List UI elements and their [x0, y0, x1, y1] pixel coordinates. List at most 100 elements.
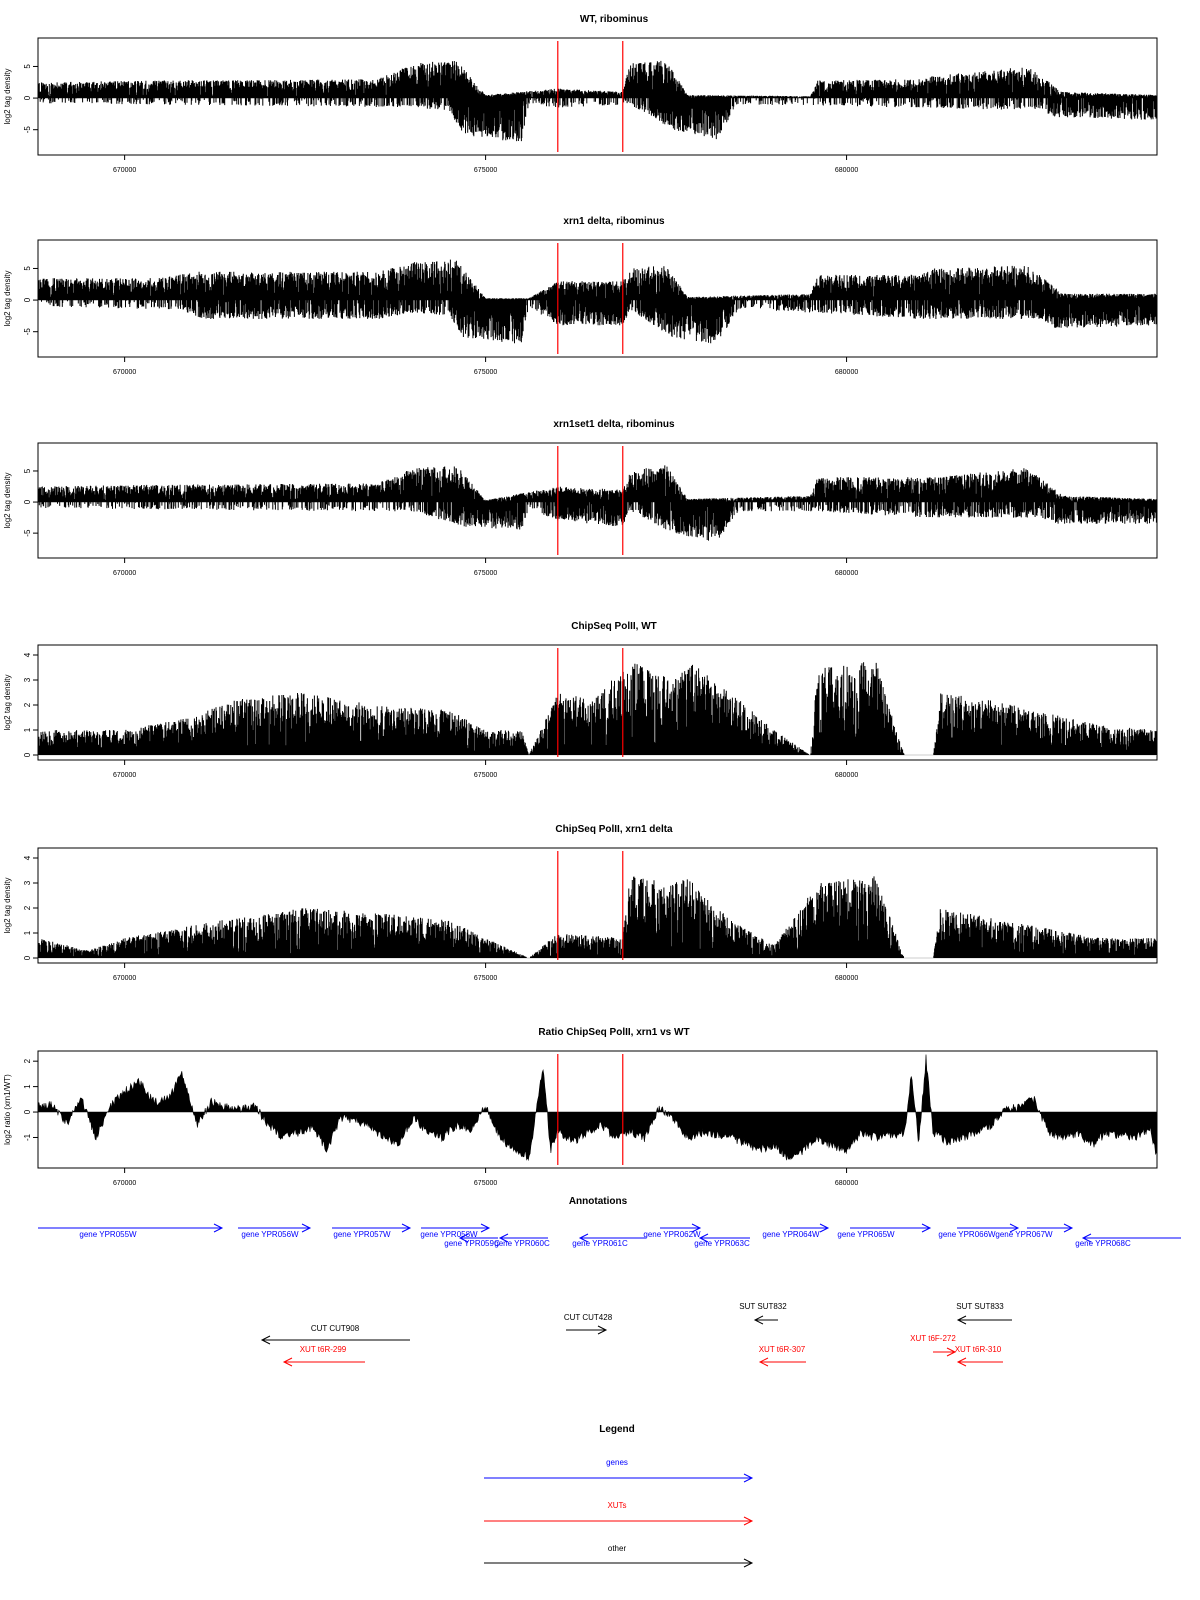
annot-cut428: CUT CUT428: [564, 1313, 613, 1322]
chart-panel-4: ChipSeq PolII, WT log2 tag density 0 1 2 3 4 67…: [3, 621, 1158, 779]
y-tick-label: 2: [23, 1058, 32, 1063]
annotation-arrow: [1027, 1223, 1074, 1233]
annotation-arrow: [850, 1223, 932, 1233]
annotation-arrow: [498, 1233, 548, 1243]
y-tick-label: 1: [23, 1084, 32, 1089]
annotation-arrow: [957, 1223, 1020, 1233]
y-tick-label: -5: [23, 328, 32, 336]
y-tick-label: -5: [23, 529, 32, 537]
panel-title: xrn1set1 delta, ribominus: [553, 419, 675, 430]
y-tick-label: 3: [23, 677, 32, 682]
annot-cut908: CUT CUT908: [311, 1324, 360, 1333]
density-bars: [37, 876, 1158, 959]
annot-sut832: SUT SUT832: [739, 1302, 787, 1311]
y-axis-label: log2 tag density: [3, 472, 12, 528]
annotation-arrow: [566, 1325, 608, 1335]
x-tick-label: 670000: [113, 167, 136, 174]
annot-gene-ypr068c: gene YPR068C: [1075, 1239, 1131, 1248]
bar-marks: [37, 876, 1158, 958]
panel-title: ChipSeq PolII, WT: [571, 621, 657, 632]
legend-arrow: [484, 1516, 754, 1526]
y-tick-label: 5: [23, 64, 32, 69]
annot-gene-ypr063c: gene YPR063C: [694, 1239, 750, 1248]
annotations-section: Annotations gene YPR055W gene YPR056W ge…: [38, 1196, 1181, 1367]
legend-arrow: [484, 1558, 754, 1568]
plot-frame: [37, 1050, 1158, 1169]
annotation-arrow: [660, 1223, 702, 1233]
annot-gene-ypr055w: gene YPR055W: [79, 1230, 137, 1239]
ratio-area: [37, 1054, 1158, 1162]
annot-xut-t6r-307: XUT t6R-307: [759, 1345, 806, 1354]
x-tick-label: 680000: [835, 975, 858, 982]
x-tick-label: 680000: [835, 167, 858, 174]
y-tick-label: 5: [23, 468, 32, 473]
annotation-arrow: [956, 1357, 1003, 1367]
annotation-arrow: [421, 1223, 491, 1233]
legend-title: Legend: [599, 1424, 635, 1435]
y-tick-label: 2: [23, 702, 32, 707]
annot-gene-ypr064w: gene YPR064W: [762, 1230, 820, 1239]
annotation-arrow: [758, 1357, 806, 1367]
x-tick-label: 675000: [474, 772, 497, 779]
annot-gene-ypr061c: gene YPR061C: [572, 1239, 628, 1248]
bar-marks: [37, 465, 1158, 541]
x-tick-label: 675000: [474, 570, 497, 577]
annot-gene-ypr067w: gene YPR067W: [995, 1230, 1053, 1239]
legend: Legend genes XUTs other: [484, 1424, 754, 1568]
x-tick-label: 675000: [474, 369, 497, 376]
y-tick-label: 0: [23, 499, 32, 504]
y-tick-label: 4: [23, 652, 32, 657]
x-tick-label: 680000: [835, 369, 858, 376]
annotation-arrow: [238, 1223, 312, 1233]
y-tick-label: 2: [23, 905, 32, 910]
y-tick-label: -5: [23, 126, 32, 134]
annot-gene-ypr059c: gene YPR059C: [444, 1239, 500, 1248]
x-tick-label: 675000: [474, 167, 497, 174]
y-tick-label: 0: [23, 1109, 32, 1114]
y-tick-label: 5: [23, 266, 32, 271]
chart-panel-5: ChipSeq PolII, xrn1 delta log2 tag densit…: [3, 824, 1158, 982]
annotation-arrow: [753, 1315, 778, 1325]
annotations-title: Annotations: [569, 1196, 628, 1207]
legend-arrow: [484, 1473, 754, 1483]
annotation-arrow: [956, 1315, 1012, 1325]
legend-other-label: other: [608, 1544, 627, 1553]
annotation-arrow: [332, 1223, 412, 1233]
x-tick-label: 670000: [113, 772, 136, 779]
x-tick-label: 680000: [835, 570, 858, 577]
chart-panel-2: xrn1 delta, ribominus log2 tag density 5 0 -…: [3, 216, 1158, 376]
y-tick-label: 0: [23, 752, 32, 757]
panel-title: WT, ribominus: [580, 14, 649, 25]
y-tick-label: 4: [23, 855, 32, 860]
annot-sut833: SUT SUT833: [956, 1302, 1004, 1311]
y-axis-label: log2 tag density: [3, 270, 12, 326]
y-axis-label: log2 tag density: [3, 674, 12, 730]
annotation-arrow: [790, 1223, 830, 1233]
annotation-arrows: [38, 1223, 1181, 1367]
annotation-arrow: [698, 1233, 750, 1243]
x-tick-label: 675000: [474, 1180, 497, 1187]
legend-arrows: [484, 1473, 754, 1568]
density-bars: [37, 662, 1158, 756]
x-tick-label: 680000: [835, 1180, 858, 1187]
y-axis-label: log2 tag density: [3, 877, 12, 933]
panel-title: xrn1 delta, ribominus: [563, 216, 665, 227]
y-axis-label: log2 ratio (xrn1/WT): [3, 1074, 12, 1145]
annotation-arrow: [260, 1335, 410, 1345]
density-bars: [37, 259, 1158, 344]
y-tick-label: 3: [23, 880, 32, 885]
chart-panels: WT, ribominus log2 tag density 5 0 -5 670000 6…: [3, 14, 1158, 1187]
y-tick-label: 0: [23, 297, 32, 302]
y-tick-label: 0: [23, 955, 32, 960]
annotation-arrow: [458, 1233, 498, 1243]
annot-gene-ypr056w: gene YPR056W: [241, 1230, 299, 1239]
panel-title: ChipSeq PolII, xrn1 delta: [555, 824, 673, 835]
annotation-arrow: [578, 1233, 646, 1243]
x-tick-label: 670000: [113, 369, 136, 376]
x-tick-label: 670000: [113, 570, 136, 577]
legend-xuts-label: XUTs: [607, 1501, 626, 1510]
annotation-arrow: [933, 1347, 957, 1357]
bar-marks: [37, 60, 1158, 142]
annotation-arrow: [1081, 1233, 1181, 1243]
